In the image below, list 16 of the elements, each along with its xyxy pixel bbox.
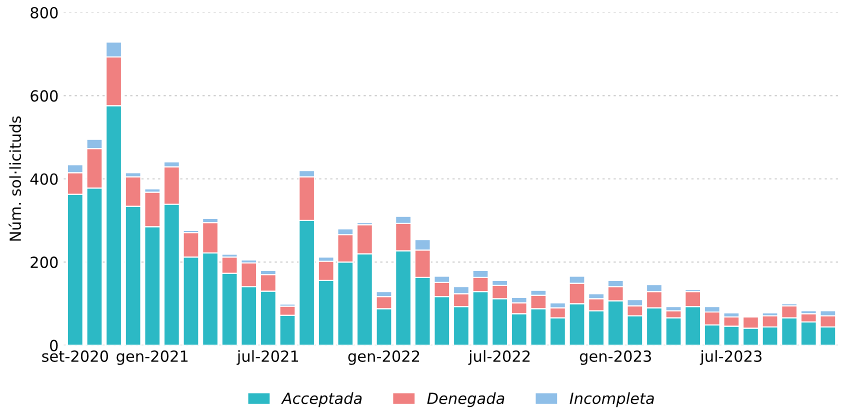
y-tick-label: 800 (30, 6, 58, 18)
x-tick-label: set-2020 (42, 350, 108, 362)
x-tick-label: jul-2021 (236, 350, 298, 365)
x-tick-label: gen-2021 (116, 350, 188, 365)
legend-label: Denegada (427, 392, 504, 408)
y-axis-title: Núm. sol·licituds (8, 116, 22, 241)
y-tick-label: 200 (30, 256, 58, 268)
x-tick-label: jul-2023 (700, 350, 762, 365)
x-tick-label: gen-2023 (580, 350, 651, 365)
y-tick-label: 0 (50, 340, 58, 352)
y-tick-label: 600 (30, 90, 58, 102)
legend-label: Incompleta (570, 392, 654, 408)
y-tick-label: 400 (30, 173, 58, 185)
x-tick-label: jul-2022 (468, 350, 530, 365)
x-tick-label: gen-2022 (348, 350, 420, 365)
legend-label: Acceptada (281, 392, 362, 408)
